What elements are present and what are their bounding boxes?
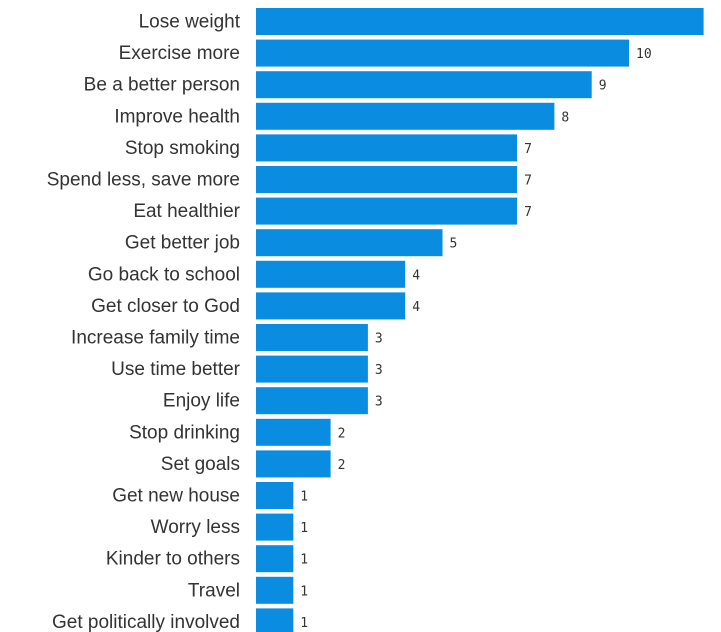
value-label: 2 <box>338 458 346 473</box>
value-label: 7 <box>524 174 532 189</box>
value-label: 9 <box>599 79 607 94</box>
value-label: 1 <box>300 616 308 631</box>
bar <box>256 197 518 225</box>
value-label: 1 <box>300 521 308 536</box>
bar <box>256 8 704 35</box>
bar <box>256 292 406 320</box>
category-label: Get better job <box>125 233 240 254</box>
category-label: Get closer to God <box>91 296 240 317</box>
category-label: Worry less <box>151 517 240 538</box>
value-label: 10 <box>636 47 652 62</box>
bar <box>256 134 518 162</box>
bar <box>256 418 331 446</box>
bar <box>256 387 368 415</box>
bar <box>256 166 518 193</box>
value-label: 7 <box>524 205 532 220</box>
category-label: Spend less, save more <box>47 170 240 191</box>
value-label: 7 <box>524 142 532 157</box>
category-label: Be a better person <box>84 75 240 96</box>
category-label: Stop drinking <box>129 422 240 443</box>
bar <box>256 39 629 67</box>
category-label: Set goals <box>161 454 240 475</box>
value-label: 3 <box>375 332 383 347</box>
bar <box>256 450 331 478</box>
value-label: 1 <box>300 584 308 599</box>
bar <box>256 324 368 351</box>
category-label: Increase family time <box>71 328 240 349</box>
bar <box>256 482 294 509</box>
bar <box>256 608 294 632</box>
bar <box>256 545 294 573</box>
category-label: Enjoy life <box>163 391 240 412</box>
category-label: Use time better <box>111 359 240 380</box>
value-label: 2 <box>338 426 346 441</box>
value-label: 1 <box>300 553 308 568</box>
bar <box>256 576 294 604</box>
value-labels: 10 9 8 7 7 7 5 4 4 3 3 3 2 2 1 1 1 1 1 <box>300 47 651 631</box>
category-label: Get new house <box>112 486 240 507</box>
category-label: Lose weight <box>139 12 241 33</box>
category-label: Eat healthier <box>133 201 240 222</box>
value-label: 3 <box>375 363 383 378</box>
value-label: 4 <box>412 300 420 315</box>
category-label: Kinder to others <box>106 549 240 570</box>
category-label: Stop smoking <box>125 138 240 159</box>
category-labels: Lose weight Exercise more Be a better pers… <box>47 12 241 632</box>
bar <box>256 260 406 288</box>
value-label: 3 <box>375 395 383 410</box>
bar <box>256 229 443 257</box>
bar <box>256 71 592 99</box>
category-label: Improve health <box>114 106 240 127</box>
value-label: 8 <box>561 110 569 125</box>
bar <box>256 102 555 130</box>
category-label: Travel <box>188 580 240 601</box>
category-label: Get politically involved <box>52 612 240 632</box>
value-label: 4 <box>412 268 420 283</box>
bars-group <box>256 8 704 632</box>
bar <box>256 355 368 383</box>
value-label: 5 <box>450 237 458 252</box>
bar <box>256 513 294 541</box>
category-label: Go back to school <box>88 264 240 285</box>
value-label: 1 <box>300 490 308 505</box>
category-label: Exercise more <box>119 43 240 64</box>
